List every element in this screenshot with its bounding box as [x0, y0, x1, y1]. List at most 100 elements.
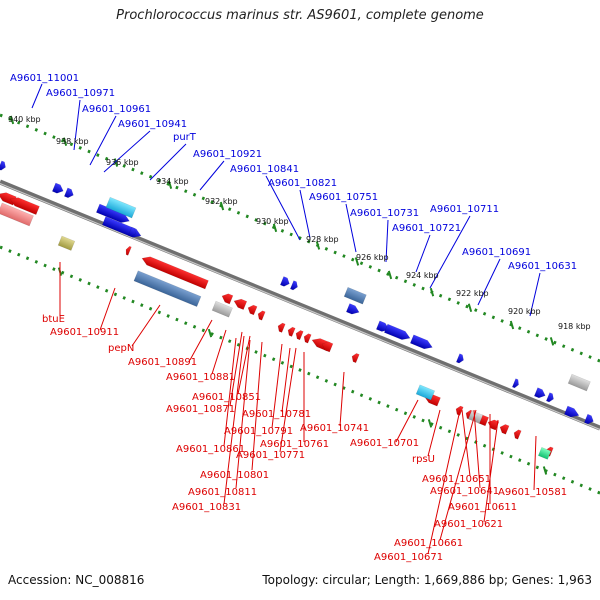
forward-gene: [279, 276, 290, 287]
tick-label: 936 kbp: [106, 158, 139, 167]
major-tick: [509, 320, 515, 330]
tick-ring-dotted: [0, 245, 600, 495]
reverse-label-leader: [131, 304, 161, 347]
reverse-gene-shape: [9, 197, 40, 215]
forward-gene-shape: [533, 387, 546, 399]
reverse-label-leader: [439, 409, 477, 541]
reverse-label-leader: [223, 337, 237, 447]
forward-label-leader: [73, 99, 81, 151]
reverse-gene: [321, 341, 334, 353]
forward-gene-label: A9601_10961: [82, 104, 151, 115]
kbp-tick-labels: 940 kbp 938 kbp 936 kbp 934 kbp 932 kbp 930 k…: [8, 115, 591, 331]
reverse-gene: [221, 293, 234, 305]
gene-features: [0, 160, 594, 460]
genome-backbone: [0, 179, 600, 431]
reverse-gene-label: A9601_10831: [172, 502, 241, 513]
reverse-gene-shape: [303, 333, 312, 344]
forward-gene-label: A9601_10721: [392, 223, 461, 234]
reverse-gene-label: A9601_10581: [498, 487, 567, 498]
forward-gene-label: A9601_10731: [350, 208, 419, 219]
forward-label-leader: [103, 130, 151, 173]
tick-label: 940 kbp: [8, 115, 41, 124]
forward-gene: [383, 323, 411, 340]
forward-gene: [51, 182, 64, 194]
forward-gene-label: A9601_10631: [508, 261, 577, 272]
reverse-gene: [277, 322, 286, 333]
reverse-gene-label: A9601_10651: [422, 474, 491, 485]
reverse-gene-label: A9601_10771: [236, 450, 305, 461]
forward-gene-shape: [289, 280, 298, 291]
reverse-gene: [9, 197, 40, 215]
reverse-label-leader: [483, 419, 499, 523]
forward-gene: [455, 353, 464, 364]
forward-gene-label: A9601_10821: [268, 178, 337, 189]
reverse-gene-label: rpsU: [412, 454, 435, 465]
forward-label-leader: [429, 215, 471, 289]
reverse-label-leader: [339, 371, 345, 427]
forward-gene-label: A9601_10841: [230, 164, 299, 175]
reverse-gene-cyan: [415, 384, 436, 401]
forward-gene: [289, 280, 298, 291]
forward-gene: [63, 187, 74, 199]
forward-label-leader: [149, 143, 187, 181]
reverse-label-leader: [461, 409, 471, 477]
kbp-tick-marks: [0, 113, 600, 495]
major-tick: [429, 287, 435, 297]
forward-gene-cyan: [105, 196, 137, 219]
forward-gene-label: A9601_10971: [46, 88, 115, 99]
reverse-gene-label: A9601_10701: [350, 438, 419, 449]
reverse-gene: [303, 333, 312, 344]
forward-gene: [563, 405, 580, 418]
forward-gene: [409, 334, 433, 350]
reverse-gene-gray: [211, 300, 233, 318]
reverse-gene-green: [537, 446, 552, 460]
forward-gene-shape: [0, 160, 6, 171]
forward-gene-label: A9601_10941: [118, 119, 187, 130]
tick-label: 920 kbp: [508, 307, 541, 316]
forward-gene-shape: [455, 353, 464, 364]
reverse-gene: [295, 330, 304, 341]
forward-gene-shape: [63, 187, 74, 199]
forward-gene-shape: [345, 303, 360, 315]
reverse-gene-shape: [125, 245, 132, 256]
reverse-gene-green-shape: [537, 446, 552, 460]
forward-gene-labels: A9601_11001 A9601_10971 A9601_10961 A9601_1…: [10, 73, 577, 272]
reverse-gene: [351, 353, 360, 364]
reverse-gene: [141, 256, 209, 290]
minor-tick: [427, 419, 433, 428]
reverse-label-leader: [271, 343, 283, 429]
reverse-label-leader: [395, 399, 419, 443]
forward-gene-steel: [343, 286, 367, 305]
reverse-label-leader: [473, 409, 481, 489]
figure-title: Prochlorococcus marinus str. AS9601, com…: [116, 8, 484, 23]
reverse-gene-label: A9601_10861: [176, 444, 245, 455]
minor-tick: [542, 466, 548, 475]
forward-gene-shape: [511, 378, 519, 389]
reverse-gene-label: A9601_10911: [50, 327, 119, 338]
reverse-label-leader: [229, 331, 243, 407]
reverse-label-leader: [533, 435, 537, 491]
forward-gene-shape: [383, 323, 411, 340]
reverse-label-leader: [251, 341, 263, 471]
forward-gene-label: A9601_10751: [309, 192, 378, 203]
genome-stats-label: Topology: circular; Length: 1,669,886 bp…: [262, 573, 592, 587]
forward-gene-label: purT: [173, 132, 197, 143]
tick-label: 926 kbp: [356, 253, 389, 262]
reverse-gene-shape: [247, 304, 258, 316]
reverse-gene-label: A9601_10871: [166, 404, 235, 415]
reverse-gene-steel-shape: [133, 270, 202, 307]
reverse-gene-gray2: [467, 410, 484, 424]
major-tick: [167, 180, 173, 190]
tick-label: 924 kbp: [406, 271, 439, 280]
reverse-label-leader: [281, 347, 291, 413]
reverse-gene-olive: [57, 235, 76, 251]
forward-gene-label: A9601_10691: [462, 247, 531, 258]
reverse-gene-shape: [295, 330, 304, 341]
reverse-label-leader: [99, 287, 116, 331]
reverse-gene-olive-shape: [57, 235, 76, 251]
forward-gene-label: A9601_11001: [10, 73, 79, 84]
forward-gene-label: A9601_10921: [193, 149, 262, 160]
forward-gene-shape: [563, 405, 580, 418]
forward-gene: [583, 413, 594, 425]
